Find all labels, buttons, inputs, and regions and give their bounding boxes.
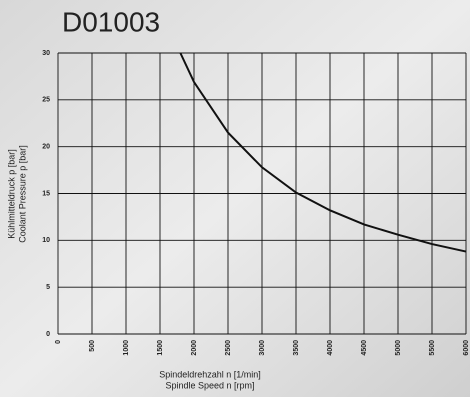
y-axis-label: Kühlmitteldruck p [bar] — [6, 149, 16, 239]
x-tick-label: 500 — [89, 340, 96, 352]
x-tick-label: 4500 — [361, 340, 368, 356]
x-tick-label: 3000 — [259, 340, 266, 356]
y-tick-label: 30 — [42, 50, 50, 57]
y-tick-label: 20 — [42, 144, 50, 151]
y-axis-label: Coolant Pressure p [bar] — [17, 145, 27, 243]
y-tick-label: 10 — [42, 237, 50, 244]
data-line — [179, 52, 467, 253]
y-tick-label: 25 — [42, 97, 50, 104]
y-tick-label: 15 — [42, 190, 50, 197]
x-tick-label: 2000 — [191, 340, 198, 356]
y-tick-label: 5 — [46, 284, 50, 291]
x-tick-label: 4000 — [327, 340, 334, 356]
x-tick-label: 2500 — [225, 340, 232, 356]
x-tick-label: 6000 — [463, 340, 470, 356]
chart-title: D01003 — [62, 6, 160, 37]
x-axis-label: Spindle Speed n [rpm] — [165, 380, 254, 390]
x-tick-label: 1000 — [123, 340, 130, 356]
x-axis-label: Spindeldrehzahl n [1/min] — [159, 369, 261, 379]
x-tick-label: 5500 — [429, 340, 436, 356]
y-tick-label: 0 — [46, 331, 50, 338]
x-tick-label: 0 — [55, 340, 62, 344]
x-tick-label: 1500 — [157, 340, 164, 356]
x-tick-label: 3500 — [293, 340, 300, 356]
x-tick-label: 5000 — [395, 340, 402, 356]
